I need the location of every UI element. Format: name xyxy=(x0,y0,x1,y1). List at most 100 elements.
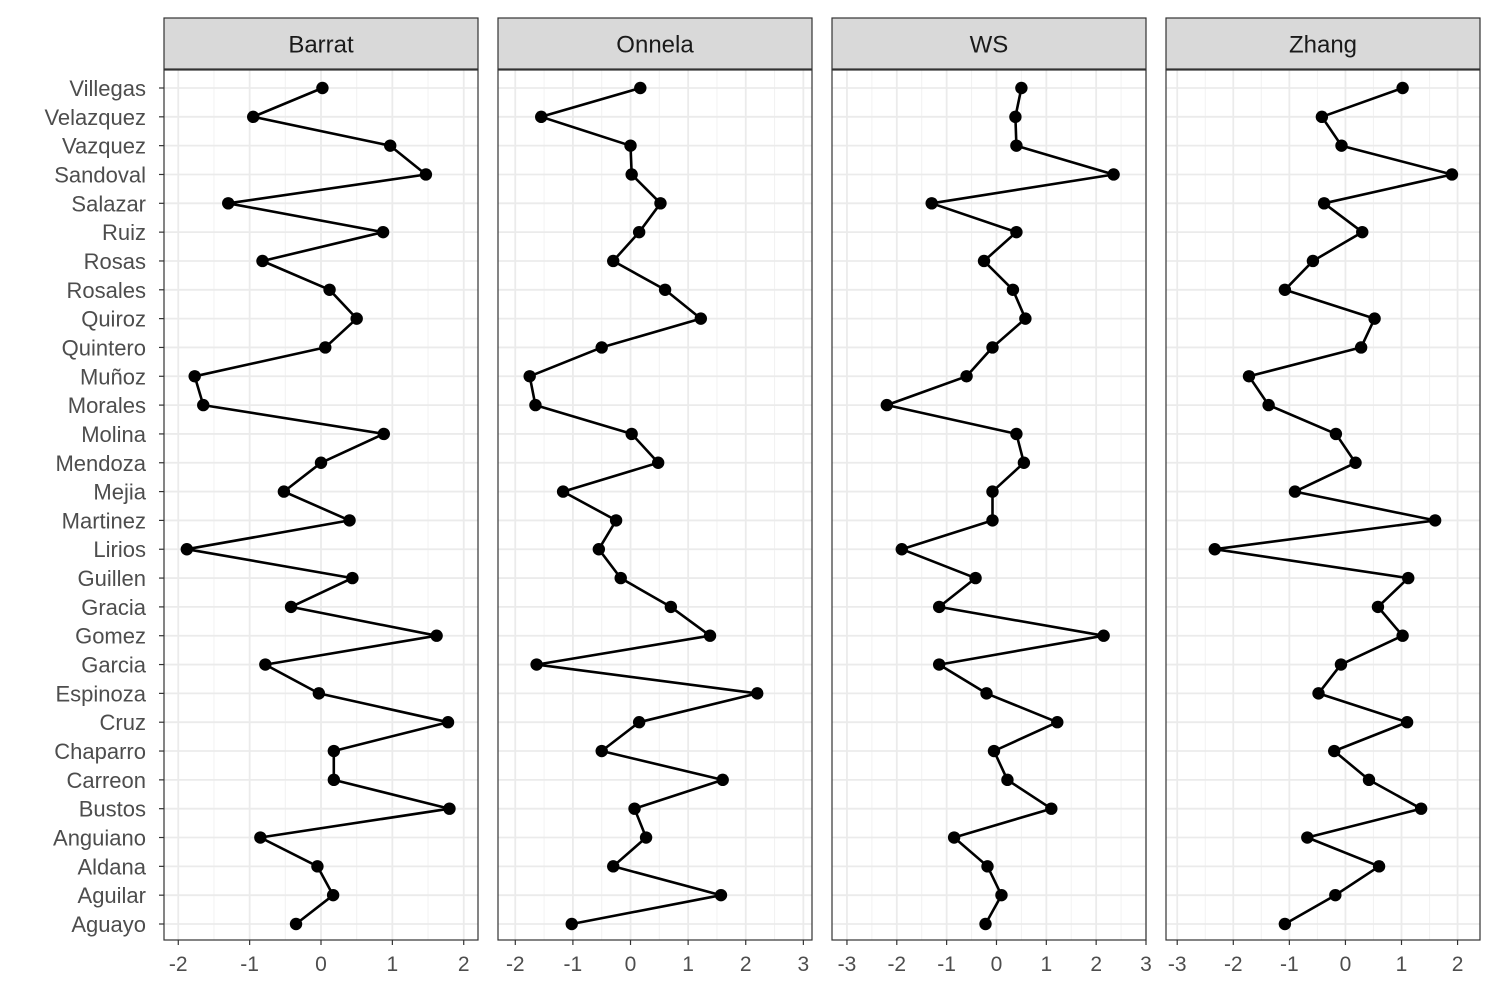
y-tick-label: Quintero xyxy=(62,335,146,360)
x-tick-label: -1 xyxy=(937,953,956,976)
data-point xyxy=(1396,81,1409,95)
data-point xyxy=(1368,312,1381,325)
data-point xyxy=(1317,197,1331,210)
facet-strip xyxy=(831,17,1147,70)
data-point xyxy=(1301,831,1314,844)
data-point xyxy=(1334,658,1348,671)
y-tick-label: Salazar xyxy=(71,191,146,216)
x-tick-label: 1 xyxy=(682,953,694,976)
data-point xyxy=(1372,860,1386,873)
x-tick-label: -1 xyxy=(564,953,583,976)
y-tick-label: Espinoza xyxy=(55,681,146,706)
data-point xyxy=(979,917,992,931)
data-point xyxy=(1010,139,1023,152)
data-point xyxy=(254,831,267,844)
data-point xyxy=(523,370,536,383)
y-tick-label: Carreon xyxy=(67,768,146,793)
x-tick-label: 0 xyxy=(315,953,327,976)
data-point xyxy=(880,398,894,412)
data-point xyxy=(694,312,708,325)
data-point xyxy=(1278,917,1292,931)
data-point xyxy=(651,456,665,469)
data-point xyxy=(987,744,1001,758)
data-point xyxy=(1315,110,1329,124)
data-point xyxy=(1335,139,1348,152)
data-point xyxy=(430,629,443,642)
x-tick-label: 0 xyxy=(1340,953,1352,976)
data-point xyxy=(1017,456,1031,469)
data-point xyxy=(628,802,641,815)
facet-strip xyxy=(163,17,479,70)
data-point xyxy=(1009,110,1022,124)
data-point xyxy=(658,283,672,296)
data-point xyxy=(981,860,994,873)
data-point xyxy=(327,744,341,758)
x-tick-label: 2 xyxy=(1452,953,1464,976)
data-point xyxy=(614,571,627,585)
data-point xyxy=(1015,81,1028,95)
data-point xyxy=(1329,888,1342,902)
x-tick-label: -2 xyxy=(506,953,525,976)
facet-strip-label: WS xyxy=(970,32,1009,59)
data-point xyxy=(529,398,542,412)
data-point xyxy=(664,600,678,614)
data-point xyxy=(319,341,332,354)
x-tick-label: 2 xyxy=(740,953,752,976)
x-tick-label: 0 xyxy=(625,953,637,976)
y-tick-label: Rosales xyxy=(67,278,146,303)
data-point xyxy=(609,514,623,527)
data-point xyxy=(895,543,908,556)
data-point xyxy=(247,110,260,124)
data-point xyxy=(716,773,729,787)
data-point xyxy=(607,860,620,873)
data-point xyxy=(1242,370,1256,383)
data-point xyxy=(530,658,543,671)
data-point xyxy=(986,514,999,527)
data-point xyxy=(1051,716,1064,729)
y-tick-label: Aldana xyxy=(77,854,146,879)
data-point xyxy=(1278,283,1292,296)
y-tick-label: Martinez xyxy=(62,508,146,533)
facet-strip xyxy=(497,17,813,70)
y-tick-label: Lirios xyxy=(93,537,146,562)
y-tick-label: Anguiano xyxy=(53,826,146,851)
data-point xyxy=(1107,168,1120,181)
data-point xyxy=(346,571,359,585)
data-point xyxy=(256,254,269,268)
data-point xyxy=(312,687,326,700)
data-point xyxy=(960,370,973,383)
data-point xyxy=(1312,687,1325,700)
x-tick-label: 2 xyxy=(458,953,470,976)
y-tick-label: Garcia xyxy=(81,653,147,678)
data-point xyxy=(314,456,328,469)
data-point xyxy=(289,917,303,931)
x-tick-label: 0 xyxy=(991,953,1003,976)
y-tick-label: Molina xyxy=(81,422,147,447)
data-point xyxy=(556,485,570,498)
data-point xyxy=(1362,773,1376,787)
data-point xyxy=(925,197,938,210)
data-point xyxy=(932,658,946,671)
data-point xyxy=(197,398,210,412)
data-point xyxy=(180,543,194,556)
y-tick-label: Cruz xyxy=(100,710,146,735)
data-point xyxy=(1400,716,1414,729)
data-point xyxy=(535,110,548,124)
x-tick-label: 3 xyxy=(798,953,810,976)
y-tick-label: Rosas xyxy=(84,249,146,274)
y-tick-label: Villegas xyxy=(69,76,146,101)
data-point xyxy=(384,139,397,152)
data-point xyxy=(980,687,993,700)
data-point xyxy=(625,427,638,441)
data-point xyxy=(625,168,638,181)
y-tick-label: Bustos xyxy=(79,797,146,822)
data-point xyxy=(986,485,999,498)
series-line-barrat xyxy=(185,86,451,926)
data-point xyxy=(1354,341,1368,354)
data-point xyxy=(316,81,329,95)
facet-strip-label: Zhang xyxy=(1289,32,1357,59)
data-point xyxy=(222,197,235,210)
x-tick-label: -3 xyxy=(1168,953,1187,976)
